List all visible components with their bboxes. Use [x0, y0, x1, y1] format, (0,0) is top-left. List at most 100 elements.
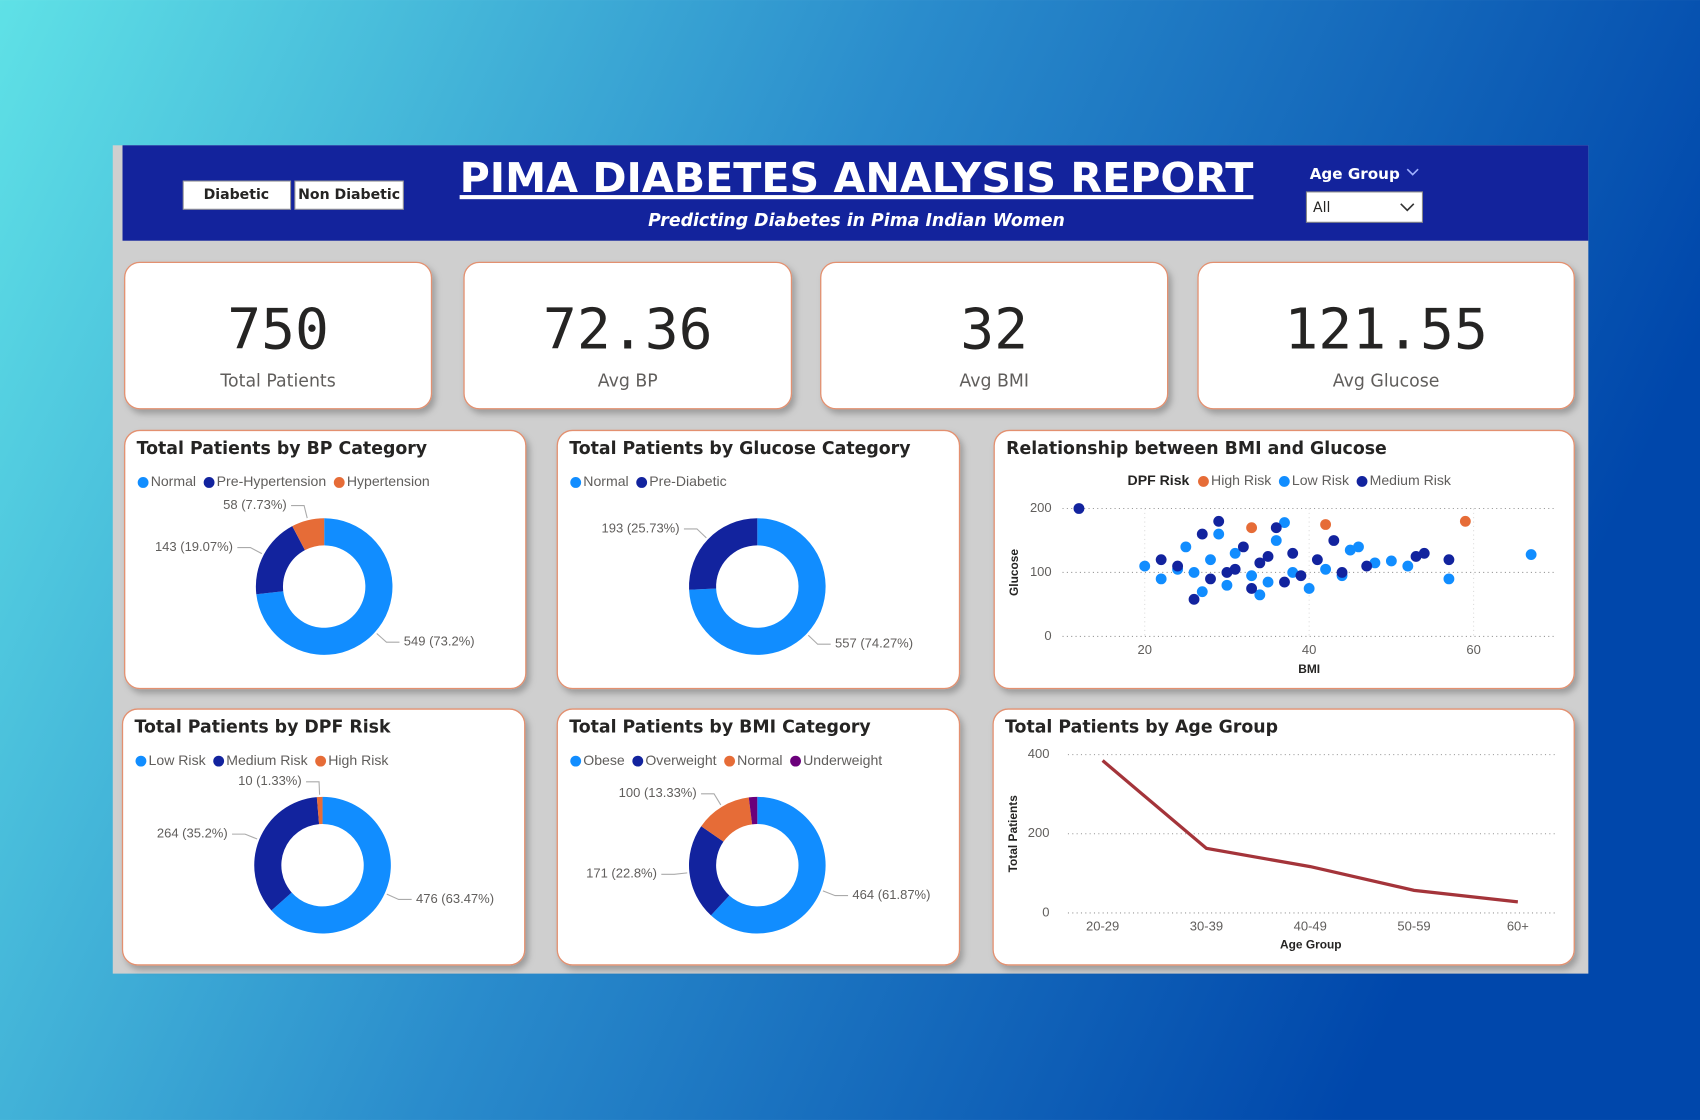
kpi-card — [820, 261, 1169, 410]
y-tick-label: 0 — [1044, 628, 1051, 643]
legend-dot — [137, 477, 149, 488]
chart-title: Total Patients by DPF Risk — [134, 718, 391, 738]
scatter-point — [1229, 563, 1241, 575]
leader-line — [386, 893, 412, 901]
data-label: 557 (74.27%) — [835, 636, 913, 651]
legend-dot — [570, 755, 582, 767]
scatter-point — [1213, 515, 1225, 527]
leader-line — [807, 634, 831, 645]
scatter-point — [1279, 517, 1290, 528]
button-label[interactable]: Non Diabetic — [298, 187, 400, 203]
legend-label: Obese — [583, 752, 625, 768]
legend-dot — [315, 755, 327, 767]
data-label: 100 (13.33%) — [619, 785, 697, 800]
legend-title: DPF Risk — [1128, 472, 1190, 488]
scatter-point — [1188, 567, 1200, 578]
legend-dot — [790, 755, 801, 767]
scatter-point — [1369, 557, 1381, 569]
scatter-point — [1336, 567, 1348, 578]
donut-slice — [292, 518, 325, 551]
legend-label: Pre-Hypertension — [217, 473, 327, 489]
scatter-point — [1270, 522, 1282, 534]
legend-label: Low Risk — [149, 752, 207, 768]
donut-slice — [271, 796, 391, 934]
legend-label: Normal — [151, 473, 196, 489]
chart-panel: Relationship between BMI and Glucose DPF … — [993, 429, 1575, 690]
panel-card — [124, 429, 527, 690]
donut-slice — [254, 797, 320, 911]
legend-dot — [636, 477, 648, 488]
slicer-label: Age Group — [1310, 165, 1400, 183]
legend-dot — [570, 477, 582, 488]
scatter-point — [1246, 570, 1258, 582]
x-tick-label: 60 — [1466, 642, 1480, 657]
panel-card — [993, 429, 1575, 690]
data-label: 264 (35.2%) — [157, 826, 228, 841]
scatter-point — [1270, 535, 1282, 546]
chart-panel: Total Patients by DPF Risk Low Risk Medium… — [121, 708, 526, 966]
x-tick-label: 40-49 — [1294, 918, 1327, 933]
y-tick-label: 100 — [1030, 564, 1052, 579]
legend-label: High Risk — [328, 752, 389, 768]
scatter-point — [1155, 573, 1167, 585]
scatter-point — [1254, 557, 1266, 569]
data-label: 58 (7.73%) — [223, 497, 287, 512]
legend-label: Hypertension — [347, 473, 430, 489]
leader-line — [232, 833, 258, 840]
donut-slice — [688, 518, 758, 590]
chart-panel: Total Patients by BMI Category Obese Overw… — [556, 708, 961, 966]
x-tick-label: 50-59 — [1397, 918, 1430, 933]
button-diabetic[interactable]: Diabetic — [182, 180, 292, 210]
scatter-point — [1196, 528, 1208, 540]
scatter-point — [1402, 560, 1414, 572]
kpi-label: Avg Glucose — [1333, 372, 1440, 392]
legend-label: Overweight — [645, 752, 716, 768]
scatter-point — [1311, 554, 1323, 566]
donut-slice — [316, 796, 323, 825]
chart-panel: Total Patients by Age Group 0 200 400 20-29 3… — [992, 708, 1575, 966]
donut-slice — [255, 526, 305, 595]
legend-label: Normal — [583, 473, 628, 489]
scatter-point — [1254, 589, 1266, 601]
legend-dot — [135, 755, 147, 767]
data-label: 476 (63.47%) — [416, 891, 494, 906]
y-axis-title: Glucose — [1007, 549, 1021, 596]
panel-card — [556, 708, 961, 966]
button-box[interactable] — [182, 180, 292, 210]
scatter-point — [1188, 593, 1200, 605]
scatter-point — [1246, 583, 1258, 594]
kpi-card — [463, 261, 793, 410]
x-tick-label: 40 — [1302, 642, 1316, 657]
scatter-point — [1353, 541, 1364, 553]
panel-card — [121, 708, 526, 966]
leader-line — [291, 504, 308, 519]
legend-label: High Risk — [1211, 472, 1272, 488]
legend-label: Pre-Diabetic — [649, 473, 726, 489]
y-axis-title: Total Patients — [1006, 795, 1020, 873]
y-tick-label: 200 — [1030, 500, 1052, 515]
scatter-point — [1303, 583, 1315, 594]
dropdown-value[interactable]: All — [1313, 200, 1330, 216]
button-box[interactable] — [294, 180, 404, 210]
data-label: 171 (22.8%) — [586, 866, 657, 881]
legend-dot — [1278, 475, 1290, 487]
data-label: 10 (1.33%) — [238, 773, 302, 788]
x-tick-label: 30-39 — [1190, 918, 1223, 933]
scatter-point — [1410, 551, 1422, 562]
button-non-diabetic[interactable]: Non Diabetic — [294, 180, 404, 210]
dropdown-chevron[interactable] — [1400, 203, 1415, 212]
legend-label: Normal — [737, 752, 782, 768]
chart-panel: Total Patients by BP Category Normal Pre-H… — [124, 429, 527, 690]
button-label[interactable]: Diabetic — [204, 187, 270, 203]
line-series — [1101, 759, 1519, 904]
legend-label: Underweight — [803, 752, 882, 768]
donut-slice — [689, 518, 826, 655]
report-subtitle: Predicting Diabetes in Pima Indian Women — [648, 211, 1065, 231]
scatter-point — [1221, 579, 1233, 591]
kpi-label: Total Patients — [219, 372, 335, 392]
legend-label: Medium Risk — [1370, 472, 1452, 488]
slicer-chevron — [1406, 168, 1419, 176]
age-group-dropdown[interactable]: All — [1305, 191, 1423, 223]
scatter-point — [1320, 563, 1332, 575]
